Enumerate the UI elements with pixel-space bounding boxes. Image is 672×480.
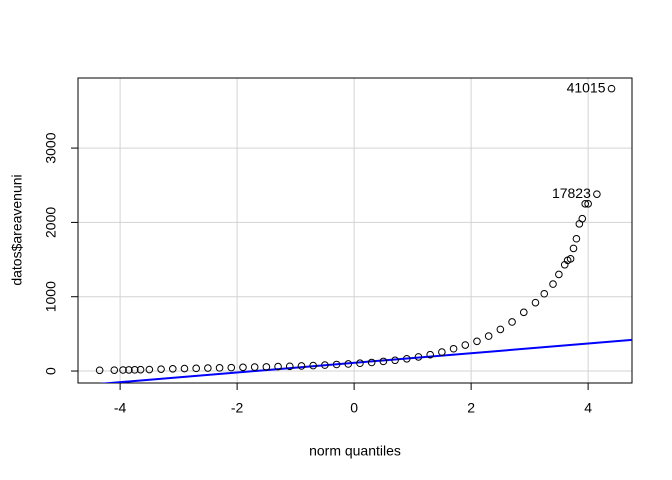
point xyxy=(192,364,200,373)
point xyxy=(321,361,329,369)
point xyxy=(145,365,154,374)
point xyxy=(95,366,104,375)
point xyxy=(581,200,589,208)
point xyxy=(566,255,575,263)
point xyxy=(227,363,236,372)
annotation: 41015 xyxy=(567,79,606,95)
point xyxy=(274,362,282,371)
point xyxy=(262,363,271,371)
point xyxy=(180,364,189,373)
point xyxy=(578,214,587,223)
point xyxy=(379,357,388,366)
y-tick-label: 0 xyxy=(43,367,59,375)
point xyxy=(215,364,224,372)
point xyxy=(449,344,458,353)
point xyxy=(168,365,177,373)
point xyxy=(367,358,376,367)
x-tick-label: 2 xyxy=(467,400,475,416)
point xyxy=(569,244,578,253)
reference-line xyxy=(98,338,632,383)
point xyxy=(593,190,601,198)
point xyxy=(496,325,505,334)
point xyxy=(309,361,317,370)
point xyxy=(297,362,306,370)
point xyxy=(426,350,434,359)
point xyxy=(508,318,516,326)
point xyxy=(414,353,423,361)
point xyxy=(540,289,549,298)
point xyxy=(204,364,212,372)
point xyxy=(157,365,165,373)
y-tick-label: 1000 xyxy=(43,281,59,312)
y-tick-label: 3000 xyxy=(43,132,59,163)
y-tick-label: 2000 xyxy=(43,207,59,238)
point xyxy=(549,280,557,288)
x-tick-label: -2 xyxy=(231,400,244,416)
point xyxy=(136,365,145,374)
point xyxy=(484,332,493,340)
point xyxy=(344,360,353,368)
point xyxy=(438,348,446,356)
point xyxy=(119,366,127,374)
point xyxy=(584,200,592,208)
x-tick-label: -4 xyxy=(114,400,127,416)
x-axis-label: norm quantiles xyxy=(309,443,401,459)
point xyxy=(239,363,247,372)
point xyxy=(285,362,294,371)
point xyxy=(250,363,259,371)
point xyxy=(125,366,133,374)
y-axis-label: datos$areavenuni xyxy=(9,174,25,285)
point xyxy=(402,354,411,363)
point xyxy=(555,270,563,279)
point xyxy=(130,366,139,374)
x-tick-label: 4 xyxy=(584,400,592,416)
x-tick-label: 0 xyxy=(350,400,358,416)
point xyxy=(332,360,341,369)
point xyxy=(607,84,616,93)
point xyxy=(391,356,399,365)
point xyxy=(461,341,470,349)
point xyxy=(356,359,364,368)
point xyxy=(110,366,119,374)
point xyxy=(572,234,581,243)
point xyxy=(519,308,528,317)
annotation: 17823 xyxy=(552,185,591,201)
plot-frame xyxy=(77,77,633,384)
point xyxy=(473,337,481,346)
point xyxy=(531,298,540,307)
